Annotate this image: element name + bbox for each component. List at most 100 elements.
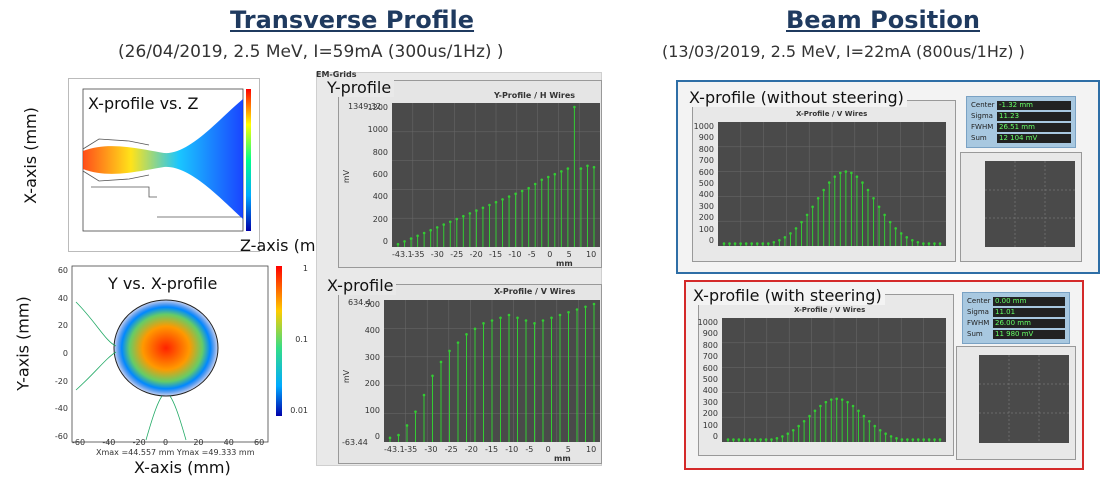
wire-marker: [540, 178, 544, 182]
wire-marker: [546, 175, 550, 179]
yx-footer: Xmax =44.557 mm Ymax =49.333 mm: [96, 448, 255, 457]
wire-marker: [737, 438, 741, 441]
wire-marker: [883, 213, 886, 217]
y-tick-label: 1200: [367, 103, 388, 112]
info-center-value: -1.32 mm: [997, 101, 1071, 110]
without-steering-header: X-Profile / V Wires: [796, 110, 868, 118]
x-tick-label: -30: [430, 250, 444, 259]
info-sigma-value: 11.23: [997, 112, 1071, 121]
y-tick-label: 700: [698, 156, 714, 166]
wire-marker: [490, 319, 494, 322]
with-steering-label: X-profile (with steering): [690, 286, 885, 305]
wire-marker: [558, 313, 562, 317]
x-profile-label: X-profile: [324, 276, 397, 295]
y-tick-label: 0: [382, 237, 388, 246]
x-tick-label: -35: [411, 250, 425, 259]
wire-marker: [488, 203, 491, 207]
wire-marker: [403, 240, 406, 243]
x-tick-label: -35: [404, 445, 418, 454]
wire-marker: [775, 437, 779, 440]
wire-marker: [824, 400, 828, 404]
y-tick-label: 1000: [697, 318, 718, 327]
wire-marker: [524, 319, 528, 322]
xz-plot-svg: [82, 88, 251, 232]
wire-marker: [575, 308, 579, 311]
y-profile-ylabel: mV: [342, 169, 352, 184]
wire-marker: [462, 214, 465, 218]
right-subtitle: (13/03/2019, 2.5 MeV, I=22mA (800us/1Hz)…: [662, 42, 1025, 61]
x-tick-label: -10: [505, 445, 519, 454]
wire-marker: [770, 438, 773, 441]
wire-marker: [938, 438, 942, 441]
info-sum-value: 12 104 mV: [997, 134, 1071, 143]
wire-marker: [573, 105, 576, 109]
wire-marker: [439, 360, 443, 364]
x-tick-label: -5: [527, 250, 536, 259]
wire-marker: [527, 186, 530, 190]
y-tick-label: 20: [57, 321, 68, 331]
wire-marker: [819, 404, 822, 408]
wire-marker: [906, 438, 909, 441]
wire-marker: [899, 232, 903, 235]
x-tick-label: -5: [525, 445, 534, 454]
info-center-label: Center: [971, 101, 995, 109]
wire-marker: [894, 227, 897, 230]
with-steering-bars: [722, 318, 946, 442]
wire-marker: [465, 333, 468, 336]
wire-marker: [861, 181, 864, 184]
info-sigma-label: Sigma: [967, 308, 989, 316]
y-profile-x-ticks: -43.1 -35 -30 -25 -20 -15 -10 -5 0 5 10: [392, 250, 600, 260]
wire-marker: [855, 175, 859, 179]
wire-marker: [850, 171, 853, 175]
with-steering-header: X-Profile / V Wires: [794, 306, 866, 314]
wire-marker: [422, 393, 426, 397]
wire-marker: [805, 213, 809, 217]
wire-marker: [566, 167, 570, 170]
wire-marker: [743, 438, 746, 441]
x-profile-xlabel: mm: [554, 454, 571, 463]
x-profile-x-ticks: -43.1 -35 -30 -25 -20 -15 -10 -5 0 5 10: [384, 445, 600, 455]
info-sum-label: Sum: [971, 134, 987, 142]
wire-marker: [872, 196, 875, 200]
wire-marker: [791, 428, 795, 432]
y-tick-label: 800: [698, 144, 714, 154]
beam-spot: [114, 300, 218, 396]
x-profile-plot: [384, 300, 600, 442]
wire-marker: [778, 238, 781, 242]
wire-marker: [579, 167, 583, 170]
y-tick-label: 1000: [693, 122, 714, 131]
x-tick-label: 40: [223, 438, 234, 447]
wire-marker: [520, 189, 524, 193]
x-tick-label: -43.1: [384, 445, 405, 454]
x-tick-label: -30: [424, 445, 438, 454]
wire-marker: [468, 212, 472, 215]
xz-y-axis-label: X-axis (mm): [20, 107, 40, 204]
wire-marker: [938, 242, 942, 245]
with-steering-aux-panel: [956, 346, 1076, 460]
yx-y-ticks: 60 40 20 0 -20 -40 -60: [40, 266, 70, 442]
wire-marker: [750, 242, 753, 245]
wire-marker: [726, 438, 730, 441]
wire-marker: [808, 414, 811, 418]
x-tick-label: -25: [444, 445, 458, 454]
wire-marker: [482, 322, 485, 325]
yx-x-ticks: -60 -40 -20 0 20 40 60: [72, 438, 268, 450]
wire-marker: [422, 231, 426, 235]
wire-marker: [922, 242, 925, 245]
info-fwhm-value: 26.51 mm: [997, 123, 1071, 132]
y-tick-label: 300: [698, 201, 714, 211]
wire-marker: [494, 200, 498, 204]
y-profile-xlabel: mm: [556, 259, 573, 268]
wire-marker: [851, 404, 855, 408]
x-profile-header: X-Profile / V Wires: [494, 287, 576, 296]
y-tick-label: 400: [698, 190, 714, 200]
wire-marker: [862, 414, 866, 418]
x-tick-label: -10: [508, 250, 522, 259]
wire-marker: [748, 438, 752, 441]
info-sum-label: Sum: [967, 330, 983, 338]
y-tick-label: 0: [62, 349, 68, 358]
wire-marker: [409, 237, 413, 240]
wire-marker: [761, 242, 765, 245]
wire-marker: [435, 226, 439, 229]
wire-marker: [739, 242, 742, 245]
